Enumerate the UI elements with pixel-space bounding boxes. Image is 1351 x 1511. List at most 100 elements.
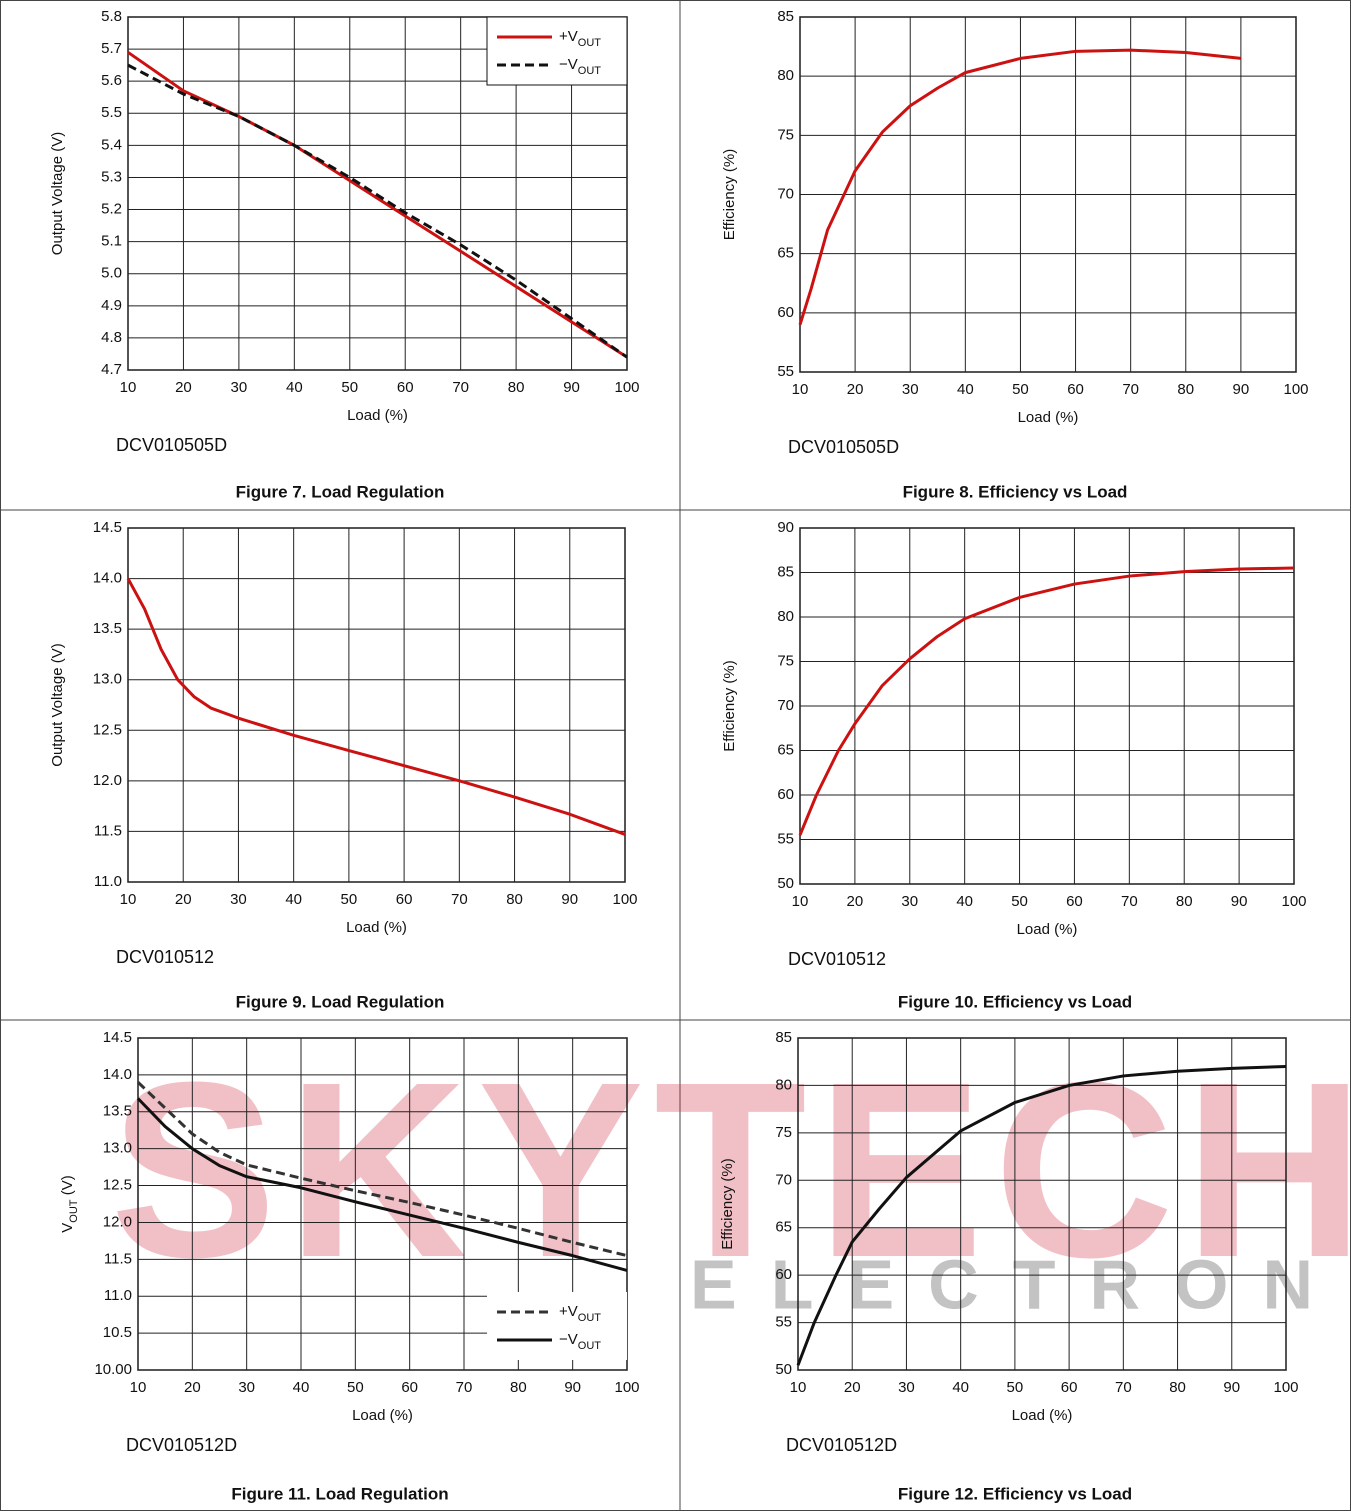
y-tick-label: 4.8: [101, 329, 122, 346]
y-tick-label: 13.5: [103, 1103, 132, 1120]
x-tick-label: 90: [1233, 381, 1250, 398]
legend: +VOUT −VOUT: [486, 16, 628, 86]
y-tick-label: 55: [777, 363, 794, 380]
x-tick-label: 100: [614, 379, 639, 396]
y-tick-label: 80: [777, 608, 794, 625]
y-tick-label: 70: [777, 185, 794, 202]
y-tick-label: 5.1: [101, 233, 122, 250]
x-tick-label: 100: [1283, 381, 1308, 398]
x-tick-label: 20: [175, 891, 192, 908]
x-tick-label: 10: [120, 379, 137, 396]
x-tick-label: 90: [561, 891, 578, 908]
x-tick-label: 30: [898, 1379, 915, 1396]
x-tick-label: 90: [563, 379, 580, 396]
y-tick-label: 60: [777, 786, 794, 803]
x-tick-label: 80: [510, 1379, 527, 1396]
figure-caption: Figure 11. Load Regulation: [231, 1484, 448, 1503]
y-tick-label: 75: [777, 126, 794, 143]
y-tick-label: 90: [777, 519, 794, 536]
y-tick-label: 11.0: [104, 1287, 132, 1304]
data-line: [126, 577, 626, 836]
x-tick-label: 100: [614, 1379, 639, 1396]
x-tick-label: 90: [1231, 893, 1248, 910]
y-tick-label: 11.0: [94, 873, 122, 890]
x-tick-label: 70: [456, 1379, 473, 1396]
x-tick-label: 40: [286, 379, 303, 396]
figure-caption: Figure 8. Efficiency vs Load: [903, 482, 1128, 501]
y-tick-label: 11.5: [104, 1250, 132, 1267]
figure-caption: Figure 7. Load Regulation: [236, 482, 445, 501]
legend-box: [487, 1292, 627, 1360]
x-tick-label: 30: [901, 893, 918, 910]
x-tick-label: 50: [347, 1379, 364, 1396]
x-tick-label: 10: [792, 381, 809, 398]
watermark: SKYTECH ELECTRONIC: [110, 1030, 1351, 1323]
x-tick-label: 70: [1115, 1379, 1132, 1396]
chart: 50 55 60 65 70 75 80 85 10 20 30 40 50 60 70 80 90 100 Loa…: [719, 1029, 1299, 1504]
y-tick-label: 14.5: [93, 519, 122, 536]
x-tick-label: 30: [238, 1379, 255, 1396]
y-tick-label: 75: [775, 1124, 792, 1141]
y-tick-label: 12.0: [103, 1213, 132, 1230]
chart: 10.00 10.5 11.0 11.5 12.0 12.5 13.0 13.5 14.0 14.…: [59, 1029, 640, 1504]
y-axis-label: Output Voltage (V): [49, 643, 66, 766]
y-tick-label: 80: [777, 67, 794, 84]
y-tick-label: 5.5: [101, 104, 122, 121]
y-axis-label: Efficiency (%): [719, 1158, 736, 1249]
y-axis-label: Efficiency (%): [721, 660, 738, 751]
x-tick-label: 90: [1223, 1379, 1240, 1396]
device-label: DCV010512D: [786, 1435, 897, 1455]
chart: 4.7 4.8 4.9 5.0 5.1 5.2 5.3 5.4 5.5 5.6 5.7 5.8 10 20…: [49, 8, 640, 502]
y-axis-label: Output Voltage (V): [49, 132, 66, 255]
y-tick-label: 85: [775, 1029, 792, 1046]
x-tick-label: 70: [1121, 893, 1138, 910]
y-axis-label: Efficiency (%): [721, 149, 738, 240]
y-tick-label: 12.5: [103, 1177, 132, 1194]
x-tick-label: 60: [1067, 381, 1084, 398]
y-tick-label: 60: [777, 304, 794, 321]
x-tick-label: 50: [341, 379, 358, 396]
x-tick-label: 70: [452, 379, 469, 396]
y-tick-label: 14.0: [103, 1066, 132, 1083]
x-tick-label: 70: [1122, 381, 1139, 398]
y-tick-label: 60: [775, 1266, 792, 1283]
x-tick-label: 20: [847, 381, 864, 398]
x-axis-label: Load (%): [1012, 1407, 1073, 1424]
y-tick-label: 5.7: [101, 40, 122, 57]
x-tick-label: 80: [1177, 381, 1194, 398]
watermark-tagline: ELECTRONIC: [690, 1245, 1351, 1323]
data-line: [127, 63, 628, 359]
x-tick-label: 50: [1011, 893, 1028, 910]
y-tick-label: 13.5: [93, 620, 122, 637]
legend-label: +VOUT: [559, 1303, 601, 1324]
x-tick-label: 40: [956, 893, 973, 910]
y-tick-label: 55: [777, 830, 794, 847]
y-tick-label: 55: [775, 1314, 792, 1331]
y-tick-label: 14.5: [103, 1029, 132, 1046]
y-tick-label: 10.5: [103, 1324, 132, 1341]
x-tick-label: 20: [184, 1379, 201, 1396]
y-tick-label: 5.0: [101, 265, 122, 282]
x-tick-label: 60: [1066, 893, 1083, 910]
data-line: [796, 1064, 1287, 1366]
device-label: DCV010512D: [126, 1435, 237, 1455]
y-tick-label: 13.0: [93, 671, 122, 688]
device-label: DCV010505D: [788, 437, 899, 457]
chart: 50 55 60 65 70 75 80 85 90 10 20 30 40 50 60 70 80 90 100 L…: [721, 519, 1307, 1012]
x-tick-label: 100: [1281, 893, 1306, 910]
chart: 11.0 11.5 12.0 12.5 13.0 13.5 14.0 14.5 10 20 30 40…: [49, 519, 638, 1012]
x-tick-label: 20: [844, 1379, 861, 1396]
legend-box: [486, 16, 628, 86]
x-axis-label: Load (%): [352, 1407, 413, 1424]
y-tick-label: 80: [775, 1076, 792, 1093]
y-tick-label: 13.0: [103, 1140, 132, 1157]
x-tick-label: 70: [451, 891, 468, 908]
x-tick-label: 30: [231, 379, 248, 396]
x-axis-label: Load (%): [346, 919, 407, 936]
y-tick-label: 5.4: [101, 136, 122, 153]
figure-caption: Figure 10. Efficiency vs Load: [898, 992, 1132, 1011]
x-tick-label: 10: [792, 893, 809, 910]
x-tick-label: 60: [397, 379, 414, 396]
y-tick-label: 85: [777, 8, 794, 25]
